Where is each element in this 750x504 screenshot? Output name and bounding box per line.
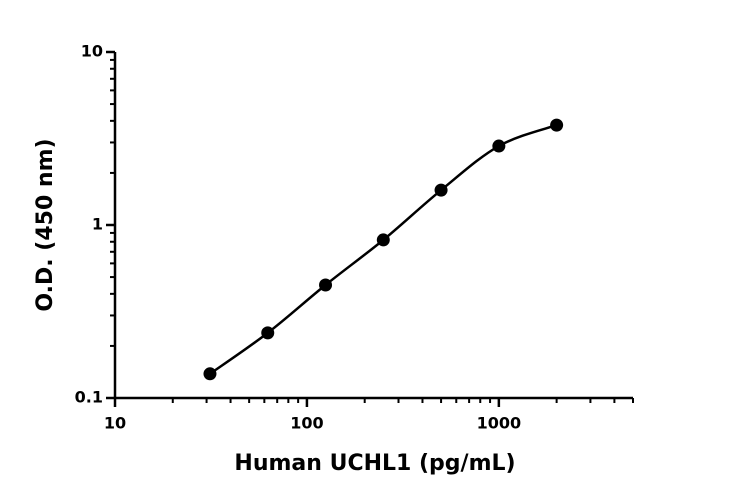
data-point — [434, 183, 448, 197]
data-point — [492, 139, 506, 153]
data-point — [550, 118, 564, 132]
x-tick-label: 100 — [290, 414, 323, 433]
x-tick-label: 10 — [104, 414, 126, 433]
data-point — [376, 233, 390, 247]
y-tick-label: 1 — [92, 215, 103, 234]
y-axis-title: O.D. (450 nm) — [33, 138, 58, 311]
fit-curve — [209, 123, 558, 375]
data-point — [319, 278, 333, 292]
data-point — [203, 367, 217, 381]
y-tick-label: 0.1 — [75, 388, 103, 407]
y-tick-label: 10 — [81, 42, 103, 61]
x-axis-title: Human UCHL1 (pg/mL) — [234, 451, 515, 476]
data-point — [261, 326, 275, 340]
x-tick-label: 1000 — [477, 414, 522, 433]
